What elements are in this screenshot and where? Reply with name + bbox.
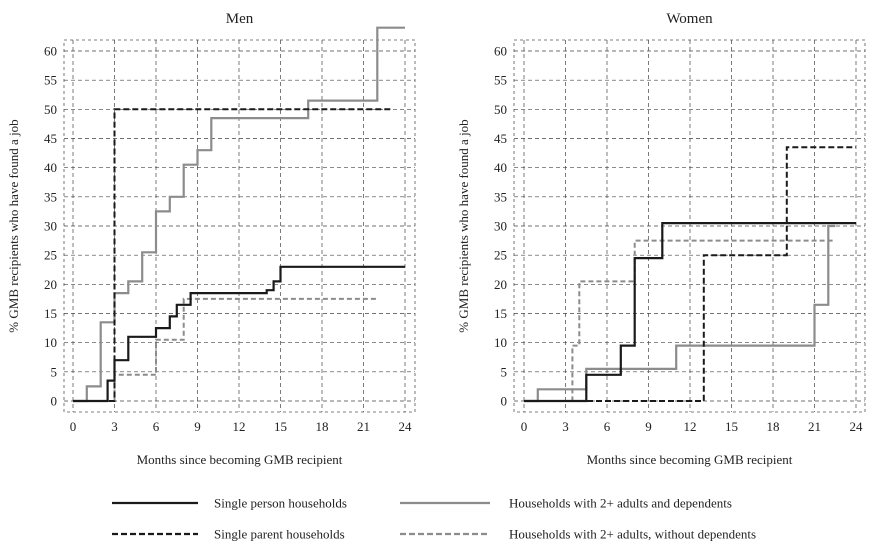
- y-tick-label: 45: [494, 131, 507, 146]
- x-tick-label: 21: [808, 419, 821, 434]
- legend: Single person households Households with …: [112, 496, 756, 542]
- y-tick-label: 50: [494, 102, 507, 117]
- y-tick-label: 30: [494, 219, 507, 234]
- legend-label: Single person households: [214, 496, 347, 511]
- y-tick-label: 35: [494, 189, 507, 204]
- y-axis-label: % GMB recipients who have found a job: [6, 119, 21, 332]
- series-line-households-with-2-adults-and-dependents: [524, 224, 836, 403]
- y-tick-label: 15: [494, 306, 507, 321]
- x-tick-label: 12: [684, 419, 697, 434]
- x-axis-label: Months since becoming GMB recipient: [587, 452, 793, 467]
- y-tick-label: 60: [494, 44, 507, 59]
- x-tick-label: 6: [153, 419, 160, 434]
- series-line-single-person-households: [524, 222, 856, 403]
- x-tick-label: 18: [316, 419, 329, 434]
- x-tick-label: 6: [604, 419, 611, 434]
- y-tick-label: 0: [501, 394, 508, 409]
- y-axis-label: % GMB recipients who have found a job: [456, 119, 471, 332]
- x-tick-label: 24: [850, 419, 864, 434]
- x-tick-label: 0: [521, 419, 528, 434]
- legend-label: Households with 2+ adults and dependents: [509, 496, 732, 511]
- y-tick-label: 50: [44, 102, 57, 117]
- y-tick-label: 10: [44, 335, 57, 350]
- legend-item-households-with-2-adults-and-dependents: Households with 2+ adults and dependents: [400, 496, 732, 511]
- x-tick-label: 12: [233, 419, 246, 434]
- legend-item-households-with-2-adults-without-dependents: Households with 2+ adults, without depen…: [400, 527, 756, 542]
- y-tick-label: 40: [494, 160, 507, 175]
- x-tick-label: 9: [645, 419, 652, 434]
- y-tick-label: 25: [494, 248, 507, 263]
- legend-item-single-parent-households: Single parent households: [112, 527, 345, 542]
- x-tick-label: 15: [274, 419, 287, 434]
- y-tick-label: 10: [494, 335, 507, 350]
- legend-label: Households with 2+ adults, without depen…: [509, 527, 756, 542]
- y-tick-label: 0: [51, 394, 58, 409]
- series-line-households-with-2-adults-and-dependents: [73, 26, 405, 403]
- y-tick-label: 30: [44, 219, 57, 234]
- y-tick-label: 60: [44, 44, 57, 59]
- legend-label: Single parent households: [214, 527, 345, 542]
- y-tick-label: 45: [44, 131, 57, 146]
- series-line-single-parent-households: [73, 108, 392, 402]
- chart-title: Men: [226, 11, 254, 27]
- x-tick-label: 21: [357, 419, 370, 434]
- y-tick-label: 15: [44, 306, 57, 321]
- y-tick-label: 55: [44, 73, 57, 88]
- x-tick-label: 18: [767, 419, 780, 434]
- panel-women: 0 3 6 9 12 15 18 21 24 0 5 10 15 20 25 30 35 40 45 50 55 60 Wo…: [456, 11, 866, 467]
- y-tick-label: 5: [501, 364, 508, 379]
- series-line-households-with-2-adults-without-dependents: [524, 239, 836, 402]
- chart-title: Women: [666, 11, 713, 27]
- y-tick-label: 5: [51, 364, 58, 379]
- y-tick-label: 35: [44, 189, 57, 204]
- y-tick-label: 20: [494, 277, 507, 292]
- series-line-households-with-2-adults-without-dependents: [73, 297, 378, 402]
- y-tick-label: 25: [44, 248, 57, 263]
- x-tick-label: 15: [725, 419, 738, 434]
- x-tick-label: 24: [399, 419, 413, 434]
- x-tick-label: 9: [194, 419, 201, 434]
- x-tick-label: 0: [70, 419, 77, 434]
- x-tick-label: 3: [111, 419, 118, 434]
- legend-item-single-person-households: Single person households: [112, 496, 347, 511]
- y-tick-label: 20: [44, 277, 57, 292]
- panel-men: 0 3 6 9 12 15 18 21 24 0 5 10 15 20 25 30 35 40 45 50 55 60 Me…: [6, 11, 416, 467]
- y-tick-label: 40: [44, 160, 57, 175]
- y-tick-label: 55: [494, 73, 507, 88]
- x-tick-label: 3: [562, 419, 569, 434]
- x-axis-label: Months since becoming GMB recipient: [137, 452, 343, 467]
- series-line-single-parent-households: [524, 146, 856, 402]
